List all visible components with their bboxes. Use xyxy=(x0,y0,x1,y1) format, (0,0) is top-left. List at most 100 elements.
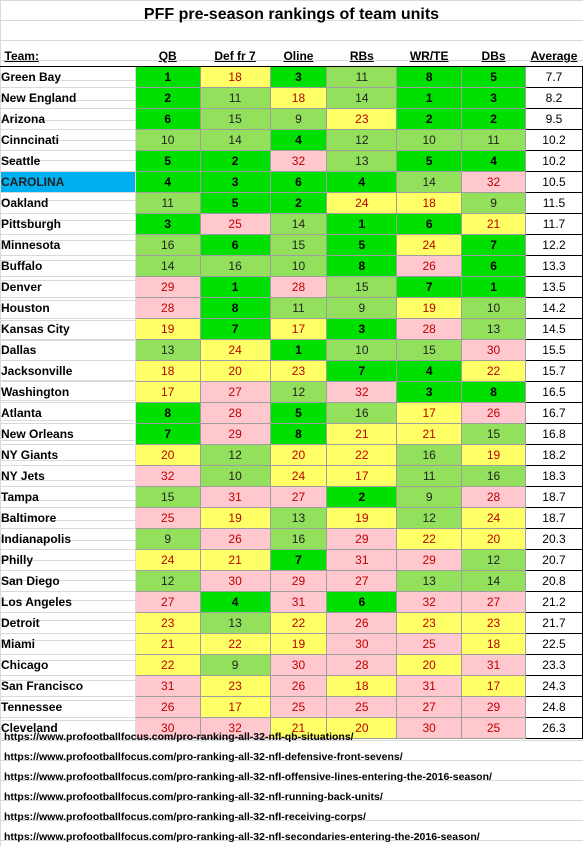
rank-cell-def-front-7[interactable]: 16 xyxy=(199,255,271,277)
rank-cell-def-front-7[interactable]: 19 xyxy=(199,507,271,529)
average-cell[interactable]: 15.7 xyxy=(524,360,583,382)
rank-cell-oline[interactable]: 12 xyxy=(269,381,328,403)
rank-cell-wr-te[interactable]: 7 xyxy=(396,276,463,298)
rank-cell-dbs[interactable]: 21 xyxy=(461,213,526,235)
source-link[interactable]: https://www.profootballfocus.com/pro-ran… xyxy=(4,791,383,803)
team-name-cell[interactable]: Baltimore xyxy=(0,507,136,529)
rank-cell-dbs[interactable]: 10 xyxy=(461,297,526,319)
average-cell[interactable]: 16.5 xyxy=(524,381,583,403)
rank-cell-rbs[interactable]: 19 xyxy=(326,507,398,529)
team-name-cell[interactable]: San Diego xyxy=(0,570,136,592)
rank-cell-wr-te[interactable]: 27 xyxy=(396,696,463,718)
rank-cell-rbs[interactable]: 12 xyxy=(326,129,398,151)
rank-cell-def-front-7[interactable]: 12 xyxy=(199,444,271,466)
rank-cell-wr-te[interactable]: 1 xyxy=(396,87,463,109)
rank-cell-qb[interactable]: 15 xyxy=(134,486,201,508)
rank-cell-qb[interactable]: 23 xyxy=(134,612,201,634)
rank-cell-qb[interactable]: 2 xyxy=(134,87,201,109)
rank-cell-def-front-7[interactable]: 30 xyxy=(199,570,271,592)
rank-cell-oline[interactable]: 16 xyxy=(269,528,328,550)
rank-cell-rbs[interactable]: 10 xyxy=(326,339,398,361)
rank-cell-oline[interactable]: 4 xyxy=(269,129,328,151)
rank-cell-oline[interactable]: 29 xyxy=(269,570,328,592)
average-cell[interactable]: 10.2 xyxy=(524,129,583,151)
rank-cell-oline[interactable]: 10 xyxy=(269,255,328,277)
rank-cell-rbs[interactable]: 24 xyxy=(326,192,398,214)
team-name-cell[interactable]: Miami xyxy=(0,633,136,655)
rank-cell-wr-te[interactable]: 9 xyxy=(396,486,463,508)
team-name-cell[interactable]: Buffalo xyxy=(0,255,136,277)
rank-cell-oline[interactable]: 22 xyxy=(269,612,328,634)
rank-cell-dbs[interactable]: 19 xyxy=(461,444,526,466)
rank-cell-rbs[interactable]: 6 xyxy=(326,591,398,613)
rank-cell-dbs[interactable]: 5 xyxy=(461,66,526,88)
rank-cell-dbs[interactable]: 25 xyxy=(461,717,526,739)
rank-cell-qb[interactable]: 8 xyxy=(134,402,201,424)
rank-cell-def-front-7[interactable]: 27 xyxy=(199,381,271,403)
rank-cell-wr-te[interactable]: 3 xyxy=(396,381,463,403)
average-cell[interactable]: 18.7 xyxy=(524,486,583,508)
rank-cell-oline[interactable]: 1 xyxy=(269,339,328,361)
team-name-cell[interactable]: Tampa xyxy=(0,486,136,508)
rank-cell-rbs[interactable]: 5 xyxy=(326,234,398,256)
rank-cell-def-front-7[interactable]: 7 xyxy=(199,318,271,340)
average-cell[interactable]: 14.5 xyxy=(524,318,583,340)
rank-cell-rbs[interactable]: 14 xyxy=(326,87,398,109)
rank-cell-def-front-7[interactable]: 14 xyxy=(199,129,271,151)
rank-cell-oline[interactable]: 6 xyxy=(269,171,328,193)
source-link[interactable]: https://www.profootballfocus.com/pro-ran… xyxy=(4,731,354,743)
rank-cell-oline[interactable]: 31 xyxy=(269,591,328,613)
rank-cell-qb[interactable]: 5 xyxy=(134,150,201,172)
rank-cell-oline[interactable]: 28 xyxy=(269,276,328,298)
rank-cell-wr-te[interactable]: 24 xyxy=(396,234,463,256)
team-name-cell[interactable]: Houston xyxy=(0,297,136,319)
rank-cell-def-front-7[interactable]: 8 xyxy=(199,297,271,319)
team-name-cell[interactable]: Washington xyxy=(0,381,136,403)
rank-cell-def-front-7[interactable]: 24 xyxy=(199,339,271,361)
rank-cell-dbs[interactable]: 23 xyxy=(461,612,526,634)
rank-cell-oline[interactable]: 25 xyxy=(269,696,328,718)
team-name-cell[interactable]: Chicago xyxy=(0,654,136,676)
team-name-cell[interactable]: Cinncinati xyxy=(0,129,136,151)
rank-cell-oline[interactable]: 30 xyxy=(269,654,328,676)
rank-cell-def-front-7[interactable]: 4 xyxy=(199,591,271,613)
average-cell[interactable]: 18.2 xyxy=(524,444,583,466)
rank-cell-dbs[interactable]: 3 xyxy=(461,87,526,109)
rank-cell-qb[interactable]: 30 xyxy=(134,717,201,739)
rank-cell-rbs[interactable]: 18 xyxy=(326,675,398,697)
rank-cell-def-front-7[interactable]: 23 xyxy=(199,675,271,697)
rank-cell-def-front-7[interactable]: 21 xyxy=(199,549,271,571)
rank-cell-def-front-7[interactable]: 28 xyxy=(199,402,271,424)
rank-cell-qb[interactable]: 20 xyxy=(134,444,201,466)
rank-cell-qb[interactable]: 21 xyxy=(134,633,201,655)
rank-cell-dbs[interactable]: 31 xyxy=(461,654,526,676)
rank-cell-rbs[interactable]: 21 xyxy=(326,423,398,445)
rank-cell-qb[interactable]: 29 xyxy=(134,276,201,298)
rank-cell-def-front-7[interactable]: 20 xyxy=(199,360,271,382)
rank-cell-wr-te[interactable]: 32 xyxy=(396,591,463,613)
rank-cell-dbs[interactable]: 26 xyxy=(461,402,526,424)
rank-cell-rbs[interactable]: 11 xyxy=(326,66,398,88)
average-cell[interactable]: 10.2 xyxy=(524,150,583,172)
rank-cell-rbs[interactable]: 8 xyxy=(326,255,398,277)
team-name-cell[interactable]: Cleveland xyxy=(0,717,136,739)
rank-cell-qb[interactable]: 7 xyxy=(134,423,201,445)
rank-cell-oline[interactable]: 20 xyxy=(269,444,328,466)
team-name-cell[interactable]: Arizona xyxy=(0,108,136,130)
rank-cell-wr-te[interactable]: 4 xyxy=(396,360,463,382)
rank-cell-wr-te[interactable]: 13 xyxy=(396,570,463,592)
team-name-cell[interactable]: Tennessee xyxy=(0,696,136,718)
rank-cell-qb[interactable]: 17 xyxy=(134,381,201,403)
rank-cell-def-front-7[interactable]: 1 xyxy=(199,276,271,298)
average-cell[interactable]: 13.3 xyxy=(524,255,583,277)
rank-cell-dbs[interactable]: 13 xyxy=(461,318,526,340)
rank-cell-oline[interactable]: 8 xyxy=(269,423,328,445)
team-name-cell[interactable]: New England xyxy=(0,87,136,109)
rank-cell-wr-te[interactable]: 28 xyxy=(396,318,463,340)
rank-cell-oline[interactable]: 21 xyxy=(269,717,328,739)
rank-cell-dbs[interactable]: 27 xyxy=(461,591,526,613)
source-link[interactable]: https://www.profootballfocus.com/pro-ran… xyxy=(4,771,492,783)
rank-cell-qb[interactable]: 16 xyxy=(134,234,201,256)
average-cell[interactable]: 9.5 xyxy=(524,108,583,130)
rank-cell-rbs[interactable]: 9 xyxy=(326,297,398,319)
